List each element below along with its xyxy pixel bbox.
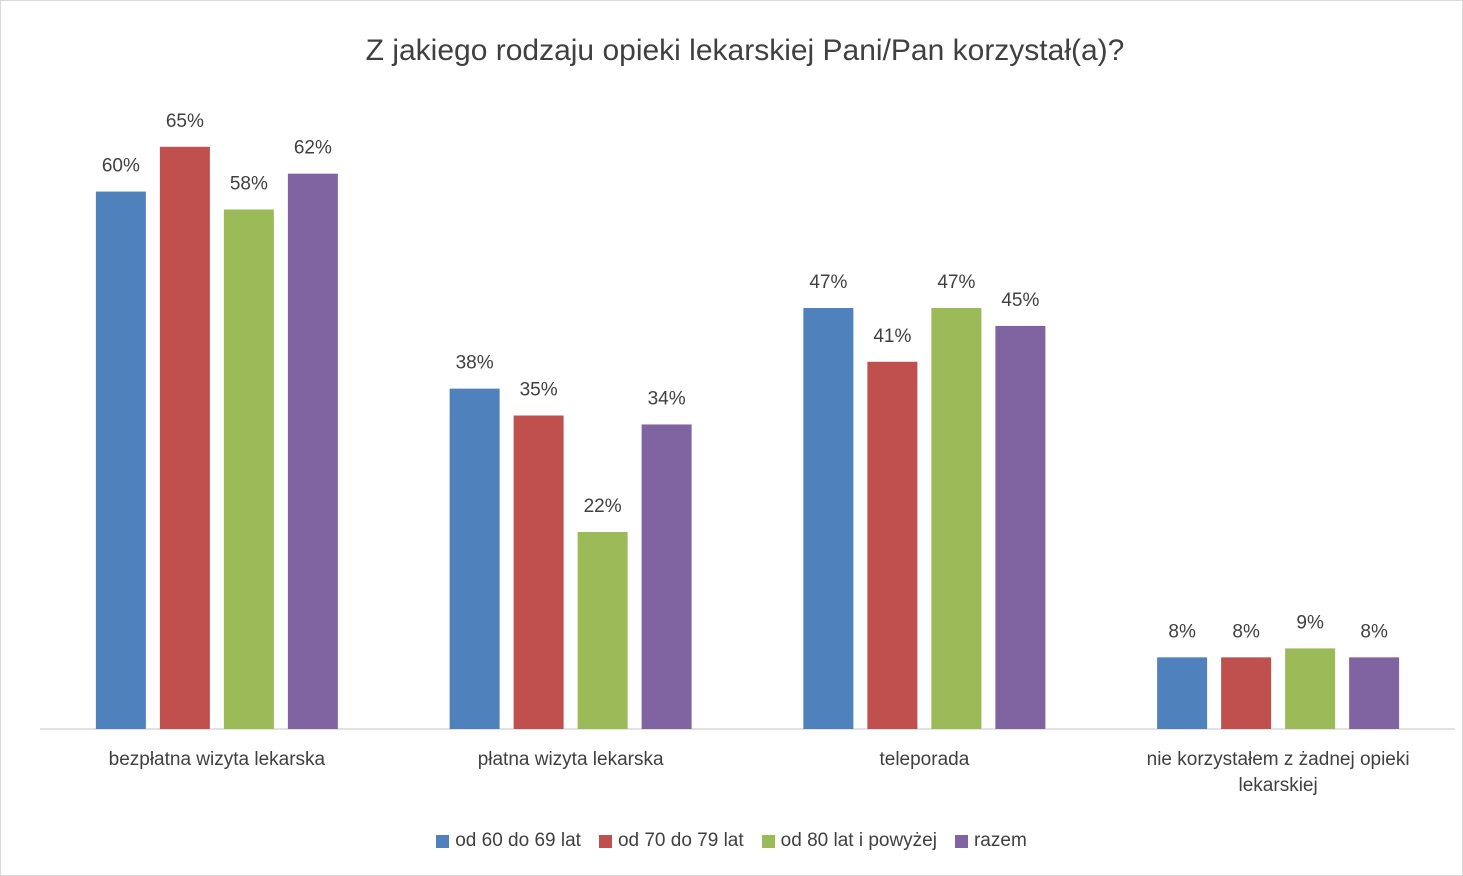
legend-label: od 80 lat i powyżej xyxy=(780,830,937,851)
legend-swatch xyxy=(954,834,968,848)
data-label: 8% xyxy=(1168,621,1196,642)
data-label: 8% xyxy=(1232,621,1260,642)
data-label: 38% xyxy=(456,353,494,374)
bar xyxy=(803,308,854,729)
x-tick-label: teleporada xyxy=(879,749,970,770)
legend-item: razem xyxy=(954,830,1027,852)
data-label: 45% xyxy=(1001,290,1039,311)
bar xyxy=(867,361,918,729)
bar xyxy=(223,209,274,729)
data-label: 22% xyxy=(584,496,622,517)
data-label: 62% xyxy=(294,138,332,159)
legend-label: razem xyxy=(973,830,1027,851)
legend-swatch xyxy=(598,834,612,848)
data-label: 58% xyxy=(230,174,268,195)
x-tick-label: płatna wizyta lekarska xyxy=(477,749,664,770)
data-label: 35% xyxy=(520,380,558,401)
bar xyxy=(1157,657,1208,729)
bar xyxy=(449,388,500,729)
bar xyxy=(1221,657,1272,729)
data-label: 65% xyxy=(166,111,204,132)
legend-swatch xyxy=(761,834,775,848)
data-label: 8% xyxy=(1360,621,1388,642)
bar xyxy=(513,415,564,729)
legend-item: od 80 lat i powyżej xyxy=(761,830,937,852)
data-label: 47% xyxy=(809,272,847,293)
chart-title: Z jakiego rodzaju opieki lekarskiej Pani… xyxy=(366,34,1125,67)
data-label: 9% xyxy=(1296,612,1324,633)
legend-swatch xyxy=(436,834,450,848)
bar xyxy=(1285,648,1336,729)
bar xyxy=(159,146,210,730)
legend-label: od 60 do 69 lat xyxy=(455,830,581,851)
data-label: 41% xyxy=(873,326,911,347)
legend-item: od 60 do 69 lat xyxy=(436,830,581,852)
bar xyxy=(995,325,1046,729)
x-tick-label: bezpłatna wizyta lekarska xyxy=(108,749,326,770)
legend-item: od 70 do 79 lat xyxy=(598,830,744,852)
legend-label: od 70 do 79 lat xyxy=(617,830,744,851)
x-tick-label: nie korzystałem z żadnej opieki lekarski… xyxy=(1146,749,1410,796)
bar xyxy=(287,173,338,729)
data-label: 47% xyxy=(937,272,975,293)
bar xyxy=(95,191,146,730)
bar xyxy=(1349,657,1400,729)
bar xyxy=(931,308,982,729)
data-label: 60% xyxy=(102,156,140,177)
legend: od 60 do 69 lat od 70 do 79 lat od 80 lat … xyxy=(0,830,1463,852)
data-label: 34% xyxy=(648,388,686,409)
bar xyxy=(641,424,692,729)
bar xyxy=(577,531,628,729)
